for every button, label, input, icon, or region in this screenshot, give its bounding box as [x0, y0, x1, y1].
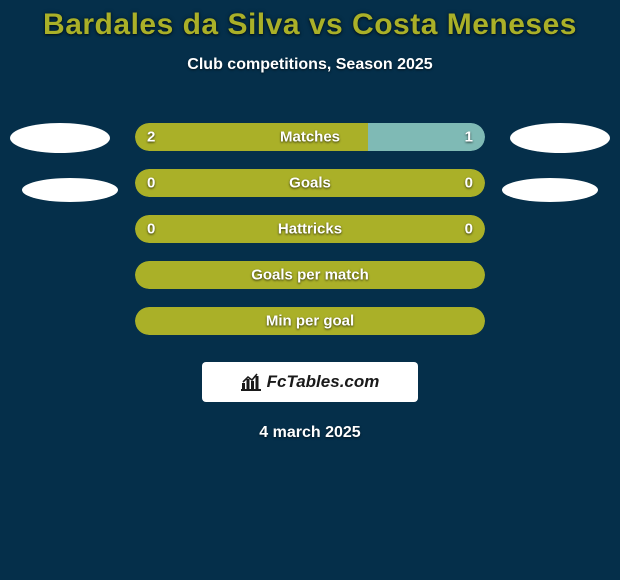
stat-bar: 21Matches [135, 123, 485, 151]
date-text: 4 march 2025 [0, 424, 620, 442]
page-subtitle: Club competitions, Season 2025 [0, 56, 620, 74]
stat-row: 00Hattricks [0, 206, 620, 252]
stat-bar-right [310, 215, 485, 243]
stat-bar: Goals per match [135, 261, 485, 289]
stat-bar: 00Goals [135, 169, 485, 197]
stat-value-left: 0 [147, 175, 155, 192]
chart-icon [241, 373, 261, 391]
stat-value-right: 0 [465, 175, 473, 192]
stat-bar-full [135, 261, 485, 289]
stat-value-right: 0 [465, 221, 473, 238]
stat-bar-left [135, 215, 310, 243]
stat-bar: Min per goal [135, 307, 485, 335]
page-title: Bardales da Silva vs Costa Meneses [0, 0, 620, 42]
stat-bar-right [310, 169, 485, 197]
stat-value-left: 2 [147, 129, 155, 146]
stat-rows: 21Matches00Goals00HattricksGoals per mat… [0, 114, 620, 344]
stat-bar-full [135, 307, 485, 335]
infographic-container: Bardales da Silva vs Costa Meneses Club … [0, 0, 620, 580]
stat-row: 21Matches [0, 114, 620, 160]
stat-row: Min per goal [0, 298, 620, 344]
branding-badge: FcTables.com [202, 362, 418, 402]
stat-row: Goals per match [0, 252, 620, 298]
stat-bar: 00Hattricks [135, 215, 485, 243]
stat-bar-left [135, 169, 310, 197]
stat-bar-left [135, 123, 368, 151]
stat-row: 00Goals [0, 160, 620, 206]
branding-text: FcTables.com [267, 372, 380, 392]
stat-value-left: 0 [147, 221, 155, 238]
stat-value-right: 1 [465, 129, 473, 146]
